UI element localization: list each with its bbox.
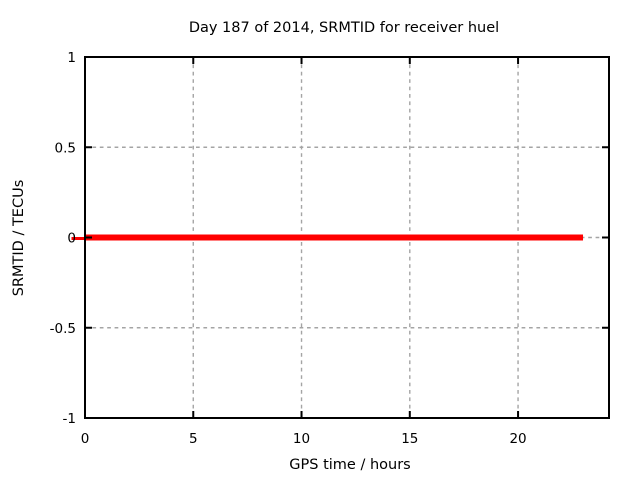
x-tick-label: 0	[81, 431, 90, 447]
y-tick-label: -1	[63, 411, 76, 427]
x-tick-label: 20	[509, 431, 526, 447]
x-axis-label: GPS time / hours	[289, 457, 410, 473]
chart-title: Day 187 of 2014, SRMTID for receiver hue…	[189, 20, 499, 36]
y-tick-label: 0.5	[55, 140, 76, 156]
y-tick-label: 1	[67, 50, 76, 66]
x-tick-label: 5	[189, 431, 198, 447]
x-tick-label: 10	[293, 431, 310, 447]
y-axis-label: SRMTID / TECUs	[11, 180, 27, 297]
x-tick-label: 15	[401, 431, 418, 447]
y-tick-label: 0	[67, 231, 76, 247]
y-tick-label: -0.5	[50, 321, 76, 337]
